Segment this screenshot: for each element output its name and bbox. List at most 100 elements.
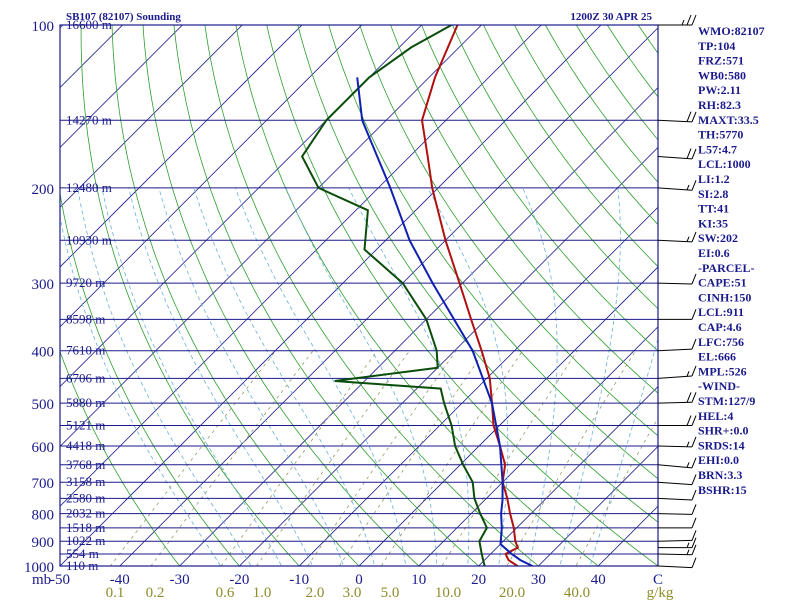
dry-adiabat-line xyxy=(266,25,658,566)
dry-adiabat-line xyxy=(80,25,300,566)
wind-barb-staff xyxy=(657,481,693,486)
dry-adiabat-line xyxy=(390,25,658,394)
index-line: BRN:3.3 xyxy=(698,468,742,482)
wind-barb-flag xyxy=(686,415,692,426)
wind-barb-staff xyxy=(657,565,693,569)
wind-barb-flag xyxy=(691,148,697,160)
index-line: LCL:911 xyxy=(698,305,744,319)
mixing-ratio-line xyxy=(441,350,578,566)
index-line: WMO:82107 xyxy=(698,24,765,38)
index-line: EL:666 xyxy=(698,350,736,364)
moist-adiabat-line xyxy=(77,187,252,566)
wind-barb-flag xyxy=(691,231,697,243)
wind-barb-flag xyxy=(691,457,697,469)
moist-adiabat-line xyxy=(193,187,376,566)
index-line: SW:202 xyxy=(698,231,738,245)
wind-barb-flag xyxy=(691,530,697,541)
wind-barb-half-flag xyxy=(686,549,690,555)
index-line: HEL:4 xyxy=(698,409,733,423)
pressure-tick-label: 300 xyxy=(32,277,55,293)
diagram-grid xyxy=(0,0,658,577)
moist-adiabat-line xyxy=(559,187,621,566)
wind-barb-flag xyxy=(686,14,692,26)
dry-adiabat-line xyxy=(297,25,658,523)
moist-adiabat-line xyxy=(522,187,558,566)
moist-adiabat-line xyxy=(348,187,470,566)
mixing-ratio-tick-label: 0.6 xyxy=(216,585,235,600)
mixing-ratio-tick-label: 0.2 xyxy=(146,585,165,600)
isotherm-line xyxy=(238,146,658,566)
height-label: 2032 m xyxy=(66,506,105,521)
isotherm-line xyxy=(0,0,28,577)
wind-barb-staff xyxy=(657,464,693,469)
index-line: MAXT:33.5 xyxy=(698,113,759,127)
pressure-tick-label: 1000 xyxy=(24,560,54,576)
wind-barb-half-flag xyxy=(686,441,690,447)
pressure-tick-label: 400 xyxy=(32,345,55,361)
plot-frame xyxy=(59,24,659,567)
index-line: -PARCEL- xyxy=(698,261,754,275)
height-label: 4418 m xyxy=(66,438,105,453)
isobars xyxy=(60,24,658,567)
height-label: 10930 m xyxy=(66,232,112,247)
pressure-tick-label: 700 xyxy=(32,476,55,492)
wind-barb-staff xyxy=(657,282,693,285)
index-line: SHR+:0.0 xyxy=(698,424,749,438)
axes xyxy=(59,24,659,567)
mixing-ratio-tick-label: g/kg xyxy=(647,585,674,600)
mixing-ratio-line xyxy=(380,350,523,566)
height-label: 8598 m xyxy=(66,311,105,326)
wind-barb-flag xyxy=(691,436,697,447)
mixing-ratio-line xyxy=(256,350,410,566)
pressure-tick-label: 500 xyxy=(32,397,55,413)
wind-barb-flag xyxy=(691,338,697,350)
dry-adiabat-line xyxy=(142,25,420,566)
wind-barbs xyxy=(657,14,697,569)
wind-barb-staff xyxy=(657,119,693,123)
index-line: RH:82.3 xyxy=(698,98,741,112)
isotherm-line xyxy=(60,25,363,328)
isotherm-line xyxy=(60,25,542,507)
mixing-ratio-tick-label: 1.0 xyxy=(253,585,272,600)
height-label: 12480 m xyxy=(66,180,112,195)
pressure-tick-label: 100 xyxy=(32,19,55,35)
wind-barb-half-flag xyxy=(686,462,690,468)
temperature-tick-label: -50 xyxy=(50,572,70,588)
wind-barb-staff xyxy=(657,553,693,556)
mixing-ratio-tick-label: 5.0 xyxy=(381,585,400,600)
dry-adiabat-line xyxy=(452,25,658,310)
mixing-ratio-tick-label: 20.0 xyxy=(499,585,525,600)
height-label: 6706 m xyxy=(66,370,105,385)
wind-barb-flag xyxy=(691,180,697,191)
height-label: 5121 m xyxy=(66,418,105,433)
wind-barb-flag xyxy=(691,544,697,555)
index-line: LI:1.2 xyxy=(698,172,730,186)
temperature-tick-label: 20 xyxy=(471,572,486,588)
wind-barb-staff xyxy=(657,539,693,542)
dry-adiabat-line xyxy=(60,350,181,566)
index-line: TH:5770 xyxy=(698,128,743,142)
index-line: FRZ:571 xyxy=(698,54,744,68)
mixing-ratio-tick-label: 40.0 xyxy=(564,585,590,600)
index-line: -WIND- xyxy=(698,379,740,393)
index-line: MPL:526 xyxy=(698,364,747,378)
mixing-ratio-tick-label: 2.0 xyxy=(306,585,325,600)
temperature-tick-label: 0 xyxy=(355,572,363,588)
height-label: 3768 m xyxy=(66,457,105,472)
moist-adiabat-line xyxy=(101,187,283,566)
dry-adiabat-line xyxy=(359,25,658,437)
temperature-tick-label: 10 xyxy=(411,572,426,588)
index-line: SRDS:14 xyxy=(698,438,745,452)
wind-barb-staff xyxy=(657,497,693,501)
wind-barb-staff xyxy=(657,348,693,352)
dry-adiabat-line xyxy=(173,25,480,566)
temperature-tick-label: -20 xyxy=(229,572,249,588)
mixing-ratio-tick-label: 3.0 xyxy=(343,585,362,600)
wind-barb-flag xyxy=(686,111,692,122)
isotherm-line xyxy=(358,266,658,566)
index-line: TP:104 xyxy=(698,39,735,53)
pressure-tick-label: 600 xyxy=(32,440,55,456)
wind-barb-flag xyxy=(691,415,697,426)
wind-barb-half-flag xyxy=(686,371,690,377)
